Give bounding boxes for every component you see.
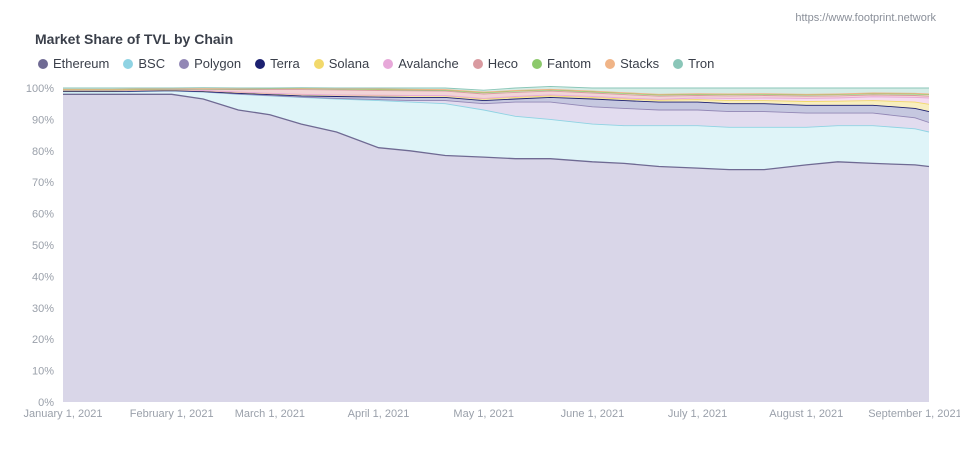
legend-item-terra[interactable]: Terra bbox=[255, 56, 300, 71]
legend-swatch bbox=[38, 58, 48, 69]
legend-item-solana[interactable]: Solana bbox=[313, 56, 370, 71]
legend-label: Tron bbox=[688, 56, 715, 71]
area-terra[interactable] bbox=[63, 90, 929, 123]
x-tick-label: August 1, 2021 bbox=[769, 408, 843, 420]
x-axis: January 1, 2021 February 1, 2021 March 1, … bbox=[24, 408, 960, 420]
y-tick-label: 0% bbox=[38, 397, 54, 409]
line-heco bbox=[63, 88, 930, 97]
y-tick-label: 50% bbox=[32, 240, 54, 252]
legend-item-tron[interactable]: Tron bbox=[673, 56, 714, 71]
y-tick-label: 60% bbox=[32, 209, 54, 221]
line-avalanche bbox=[63, 89, 930, 100]
source-url[interactable]: https://www.footprint.network bbox=[795, 12, 936, 24]
series-lines bbox=[63, 85, 930, 171]
legend-label: Stacks bbox=[620, 56, 660, 71]
line-stacks bbox=[63, 87, 930, 95]
legend-swatch bbox=[123, 58, 134, 69]
line-polygon bbox=[63, 90, 930, 123]
y-tick-label: 30% bbox=[32, 303, 54, 315]
line-ethereum bbox=[63, 93, 930, 171]
legend-swatch bbox=[255, 58, 266, 69]
legend-swatch bbox=[383, 58, 394, 69]
legend-swatch bbox=[605, 58, 616, 69]
line-terra bbox=[63, 90, 930, 113]
y-tick-label: 80% bbox=[32, 146, 54, 158]
legend-swatch bbox=[472, 58, 483, 69]
area-bsc[interactable] bbox=[63, 91, 929, 170]
x-tick-label: March 1, 2021 bbox=[235, 408, 305, 420]
x-tick-label: September 1, 2021 bbox=[868, 408, 960, 420]
y-tick-label: 70% bbox=[32, 177, 54, 189]
area-ethereum[interactable] bbox=[63, 94, 929, 403]
chart-title: Market Share of TVL by Chain bbox=[35, 31, 234, 47]
legend-label: Heco bbox=[487, 56, 519, 71]
legend: Ethereum BSC Polygon Terra Solana Avalanche He… bbox=[38, 56, 714, 71]
legend-swatch bbox=[313, 58, 324, 69]
legend-item-fantom[interactable]: Fantom bbox=[532, 56, 591, 71]
legend-label: Fantom bbox=[547, 56, 592, 71]
legend-label: Solana bbox=[328, 56, 370, 71]
legend-item-avalanche[interactable]: Avalanche bbox=[383, 56, 459, 71]
x-tick-label: July 1, 2021 bbox=[668, 408, 727, 420]
legend-label: BSC bbox=[138, 56, 166, 71]
x-tick-label: June 1, 2021 bbox=[561, 408, 625, 420]
legend-item-polygon[interactable]: Polygon bbox=[179, 56, 241, 71]
y-tick-label: 100% bbox=[26, 83, 54, 95]
y-tick-label: 40% bbox=[32, 271, 54, 283]
x-tick-label: April 1, 2021 bbox=[348, 408, 410, 420]
legend-label: Terra bbox=[270, 56, 300, 71]
x-tick-label: January 1, 2021 bbox=[24, 408, 103, 420]
area-heco[interactable] bbox=[63, 89, 929, 100]
legend-label: Ethereum bbox=[53, 56, 110, 71]
legend-label: Avalanche bbox=[398, 56, 459, 71]
y-tick-label: 10% bbox=[32, 366, 54, 378]
line-tron bbox=[63, 85, 929, 91]
legend-item-heco[interactable]: Heco bbox=[472, 56, 519, 71]
legend-swatch bbox=[179, 58, 190, 69]
legend-item-bsc[interactable]: BSC bbox=[123, 56, 165, 71]
legend-label: Polygon bbox=[194, 56, 242, 71]
y-tick-label: 20% bbox=[32, 334, 54, 346]
legend-swatch bbox=[673, 58, 684, 69]
x-tick-label: February 1, 2021 bbox=[130, 408, 214, 420]
legend-swatch bbox=[532, 58, 543, 69]
y-axis: 0% 10% 20% 30% 40% 50% 60% 70% 80% 90% 100% bbox=[26, 83, 54, 409]
area-polygon[interactable] bbox=[63, 90, 929, 132]
x-tick-label: May 1, 2021 bbox=[453, 408, 514, 420]
legend-item-ethereum[interactable]: Ethereum bbox=[38, 56, 109, 71]
y-tick-label: 90% bbox=[32, 114, 54, 126]
series-areas bbox=[63, 86, 929, 403]
legend-item-stacks[interactable]: Stacks bbox=[605, 56, 659, 71]
